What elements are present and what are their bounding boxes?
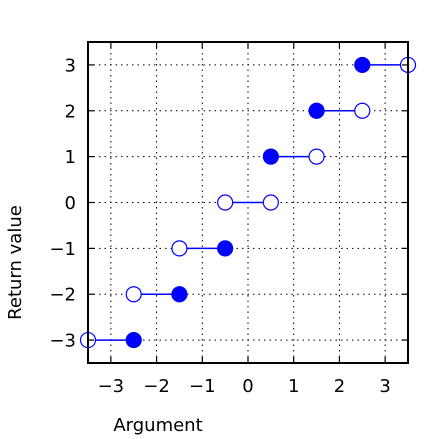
y-axis-label: Return value (5, 205, 26, 320)
filled-point-marker (308, 102, 325, 119)
filled-point-marker (125, 331, 142, 349)
data-series (79, 56, 417, 349)
x-tick-label: 0 (242, 376, 253, 397)
x-tick-label: −3 (98, 376, 125, 397)
open-point-marker (125, 286, 142, 303)
x-tick-label: −2 (143, 376, 170, 397)
open-point-marker (171, 240, 188, 257)
y-tick-label: −3 (49, 331, 76, 352)
y-tick-label: 0 (65, 193, 76, 214)
x-tick-label: 3 (379, 376, 390, 397)
axis-ticks (88, 42, 408, 363)
tick-labels: −3 −2 −1 0 1 2 3 −3 −2 −1 0 1 2 3 (49, 55, 390, 397)
x-axis-label: Argument (113, 415, 202, 436)
x-tick-label: −1 (189, 376, 216, 397)
open-point-marker (262, 194, 279, 211)
y-tick-label: −1 (49, 239, 76, 260)
y-tick-label: 3 (65, 55, 76, 76)
y-tick-label: −2 (49, 285, 76, 306)
x-tick-label: 1 (288, 376, 299, 397)
filled-point-marker (354, 56, 371, 74)
open-point-marker (217, 194, 234, 211)
filled-point-marker (217, 240, 234, 257)
y-tick-label: 1 (65, 147, 76, 168)
filled-point-marker (262, 148, 279, 165)
y-tick-label: 2 (65, 101, 76, 122)
filled-point-marker (171, 286, 188, 303)
open-point-marker (308, 148, 325, 165)
open-point-marker (354, 102, 371, 119)
x-tick-label: 2 (334, 376, 345, 397)
